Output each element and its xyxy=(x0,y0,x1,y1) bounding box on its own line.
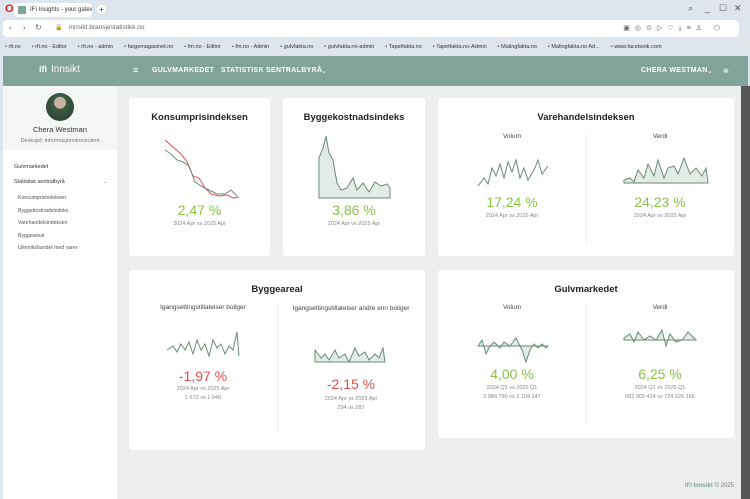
app-header: ifi Innsikt ≡ GULVMARKEDET STATISTISK SEN… xyxy=(3,56,748,86)
bookmark[interactable]: rfi.no xyxy=(5,44,20,50)
andre-label: Igangsettingstillatelser andre enn bolig… xyxy=(292,305,410,312)
card-vhi[interactable]: Varehandelsindeksen Volum Verdi 17,24 % … xyxy=(438,98,734,256)
footer: IFI Innsikt © 2025 xyxy=(685,483,734,489)
boliger-period: 2024 Apr vs 2025 Apr xyxy=(176,386,230,392)
boliger-label: Igangsettingstillatelser boliger xyxy=(160,304,246,311)
boliger-value: -1,97 % xyxy=(178,368,228,384)
logo-mark: ifi xyxy=(39,64,47,74)
vhi-sparklines xyxy=(477,156,709,187)
gulv-verdi-label: Verdi xyxy=(652,304,668,311)
andre-value: -2,15 % xyxy=(326,376,376,392)
sidebar-item-vhi[interactable]: Varehandelsindeksen xyxy=(18,220,68,226)
gulv-sparklines xyxy=(477,328,698,364)
avatar xyxy=(46,93,74,121)
bookmark[interactable]: www.facebook.com xyxy=(611,44,661,50)
gulv-volum-detail: 2 984 780 vs 3 104 147 xyxy=(483,394,541,400)
sidebar-item-gulvmarkedet[interactable]: Gulvmarkedet xyxy=(14,164,49,170)
search-icon[interactable]: ⌕ xyxy=(688,3,694,13)
browser-tabbar: O IFI Insights - your gateway + ⌕ _ ☐ ✕ xyxy=(0,0,750,19)
bki-period: 2024 Apr vs 2025 Apr xyxy=(327,221,381,227)
menu-icon[interactable]: ≡ xyxy=(133,65,139,75)
bookmark[interactable]: gulvfakta.no xyxy=(280,44,314,50)
andre-period: 2024 Apr vs 2025 Apr xyxy=(324,396,378,402)
collapse-icon[interactable]: ⌄ xyxy=(103,179,108,185)
bookmark[interactable]: fm.no - Admin xyxy=(232,44,269,50)
bookmark[interactable]: gulvfakta.no-admin xyxy=(324,44,374,50)
bookmark[interactable]: Malingfakta.no xyxy=(498,44,537,50)
card-title: Byggekostnadsindeks xyxy=(303,112,405,123)
gulv-verdi-period: 2024 Q1 vs 2025 Q1 xyxy=(634,385,686,391)
sidebar-item-bki[interactable]: Byggekostnadsindeks xyxy=(18,208,69,214)
maximize-button[interactable]: ☐ xyxy=(719,3,728,13)
sidebar-item-utenrikshandel[interactable]: Utenrikshandel med varer xyxy=(18,245,78,251)
nav-ssb[interactable]: STATISTISK SENTRALBYRÅ xyxy=(221,67,323,74)
sidebar-item-ssb[interactable]: Statistisk sentralbyrå xyxy=(14,179,65,185)
bki-sparkline xyxy=(318,135,391,199)
vhi-verdi-value: 24,23 % xyxy=(634,194,686,210)
bookmark[interactable]: fm.no - Editor xyxy=(184,44,221,50)
browser-tab[interactable]: IFI Insights - your gateway xyxy=(14,3,92,17)
gulv-verdi-value: 6,25 % xyxy=(638,366,682,382)
user-menu[interactable]: CHERA WESTMAN xyxy=(641,67,708,74)
byggeareal-sparklines xyxy=(166,331,386,364)
reload-icon[interactable]: ↻ xyxy=(35,23,42,32)
boliger-detail: 1 673 vs 1 640 xyxy=(184,395,222,401)
toolbar-icons[interactable]: ▣◎⊙▷♡⤓≡♙ ⬡ xyxy=(623,25,725,32)
card-title: Gulvmarkedet xyxy=(554,284,618,295)
url-text[interactable]: innsikt.bransjestatistikk.no xyxy=(69,24,145,31)
profile-role: Desksjef, informasjonskonsulent xyxy=(20,138,100,144)
logo[interactable]: ifi Innsikt xyxy=(39,64,80,75)
kpi-period: 2024 Apr vs 2025 Apr xyxy=(173,221,226,227)
gulv-volum-period: 2024 Q1 vs 2025 Q1 xyxy=(486,385,538,391)
card-title: Varehandelsindeksen xyxy=(537,112,635,123)
footer-brand: IFI Innsikt xyxy=(684,483,713,489)
card-bki[interactable]: Byggekostnadsindeks 3,86 % 2024 Apr vs 2… xyxy=(283,98,425,256)
vhi-volum-period: 2024 Apr vs 2025 Apr xyxy=(485,213,539,219)
bookmark[interactable]: rfi.no - Editor xyxy=(32,44,66,50)
logout-icon[interactable]: ⊗ xyxy=(723,68,730,75)
opera-icon[interactable]: O xyxy=(5,3,14,15)
footer-copyright: © 2025 xyxy=(714,483,734,489)
new-tab-button[interactable]: + xyxy=(97,5,106,14)
sidebar: Chera Westman Desksjef, informasjonskons… xyxy=(3,86,117,499)
bookmark[interactable]: fargemagasinet.no xyxy=(124,44,174,50)
nav-gulvmarkedet[interactable]: GULVMARKEDET xyxy=(152,67,215,74)
forward-icon[interactable]: › xyxy=(23,23,26,32)
minimize-button[interactable]: _ xyxy=(705,3,711,13)
card-gulvmarkedet[interactable]: Gulvmarkedet Volum Verdi 4,00 % 6,25 % 2… xyxy=(438,270,734,438)
vhi-verdi-label: Verdi xyxy=(652,133,668,140)
chevron-down-icon[interactable]: ⌄ xyxy=(707,68,714,75)
card-title: Konsumprisindeksen xyxy=(151,112,248,123)
scrollbar[interactable] xyxy=(741,86,750,499)
bookmark[interactable]: Malingfakta.no Ad... xyxy=(548,44,599,50)
vhi-volum-value: 17,24 % xyxy=(486,194,538,210)
card-byggeareal[interactable]: Byggeareal Igangsettingstillatelser boli… xyxy=(129,270,425,450)
address-bar[interactable]: ‹ › ↻ 🔒 innsikt.bransjestatistikk.no ▣◎⊙… xyxy=(3,20,739,37)
card-title: Byggeareal xyxy=(251,284,303,295)
back-icon[interactable]: ‹ xyxy=(9,23,12,32)
bookmarks-bar: rfi.no rfi.no - Editor rfi.no - admin farge… xyxy=(5,40,745,53)
card-kpi[interactable]: Konsumprisindeksen 2,47 % 2024 Apr vs 20… xyxy=(129,98,270,256)
lock-icon: 🔒 xyxy=(55,25,63,31)
gulv-volum-value: 4,00 % xyxy=(490,366,534,382)
bookmark[interactable]: Tapetfakta.no-Admin xyxy=(433,44,486,50)
andre-detail: 294 vs 287 xyxy=(337,405,365,411)
logo-text: Innsikt xyxy=(51,64,80,75)
sidebar-item-kpi[interactable]: Konsumprisindeksen xyxy=(18,195,67,201)
kpi-sparkline xyxy=(164,139,240,199)
bookmark[interactable]: rfi.no - admin xyxy=(78,44,113,50)
profile: Chera Westman Desksjef, informasjonskons… xyxy=(3,86,117,150)
sidebar-item-byggeareal[interactable]: Byggeareal xyxy=(18,233,45,239)
profile-name: Chera Westman xyxy=(32,125,88,134)
vhi-verdi-period: 2024 Apr vs 2025 Apr xyxy=(633,213,687,219)
gulv-verdi-detail: 682 005 424 vs 724 626 166 xyxy=(625,394,695,400)
vhi-volum-label: Volum xyxy=(502,133,522,140)
chevron-down-icon[interactable]: ⌄ xyxy=(321,68,328,75)
kpi-value: 2,47 % xyxy=(177,202,222,218)
bookmark[interactable]: Tapetfakta.no xyxy=(385,44,422,50)
gulv-volum-label: Volum xyxy=(502,304,522,311)
bki-value: 3,86 % xyxy=(332,202,376,218)
close-window-button[interactable]: ✕ xyxy=(734,3,742,13)
